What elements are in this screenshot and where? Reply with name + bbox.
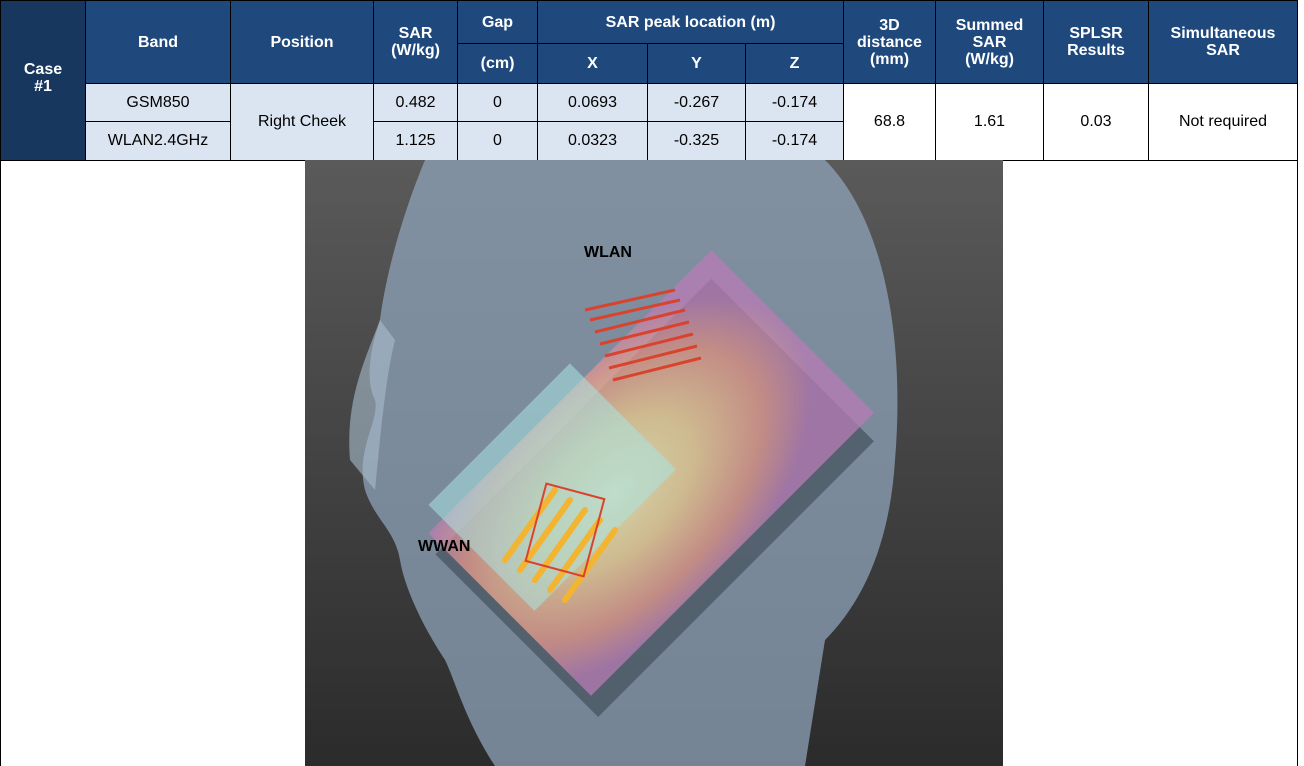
- header-cell: Gap: [457, 0, 538, 44]
- peak-x-value: 0.0693: [568, 93, 617, 111]
- cell: WLAN2.4GHz: [85, 121, 231, 161]
- header-cell: SAR peak location (m): [537, 0, 844, 44]
- peak-y-value: -0.325: [673, 132, 720, 149]
- distance-value: 68.8: [873, 113, 906, 130]
- cell: 0: [457, 121, 538, 161]
- cell: Not required: [1148, 83, 1298, 161]
- case-cell: Case #1: [0, 0, 86, 161]
- cell: 68.8: [843, 83, 936, 161]
- summed-sar-value: 1.61: [973, 113, 1006, 130]
- header-y: Y: [691, 55, 702, 72]
- sar-figure: [305, 160, 1003, 766]
- cell: 1.125: [373, 121, 458, 161]
- peak-z-value: -0.174: [771, 93, 818, 111]
- cell: -0.325: [647, 121, 746, 161]
- header-cell: X: [537, 43, 648, 84]
- cell: 0.482: [373, 83, 458, 122]
- header-cell: Summed SAR (W/kg): [935, 0, 1044, 84]
- position-value: Right Cheek: [257, 113, 347, 130]
- header-cell: SAR (W/kg): [373, 0, 458, 84]
- header-cell: Band: [85, 0, 231, 84]
- header-cell: Simultaneous SAR: [1148, 0, 1298, 84]
- header-cell: SPLSR Results: [1043, 0, 1149, 84]
- header-peak-location: SAR peak location (m): [605, 13, 776, 31]
- cell: -0.174: [745, 83, 844, 122]
- gap-value: 0: [493, 93, 502, 111]
- figure-cell: [0, 160, 1298, 766]
- header-cell: (cm): [457, 43, 538, 84]
- sar-value: 1.125: [395, 132, 436, 149]
- header-band: Band: [138, 33, 178, 51]
- gap-value: 0: [493, 132, 502, 149]
- peak-y-value: -0.267: [673, 93, 720, 111]
- header-simultaneous: Simultaneous SAR: [1170, 25, 1276, 59]
- header-distance: 3D distance (mm): [857, 16, 922, 68]
- header-position: Position: [270, 33, 334, 51]
- splsr-value: 0.03: [1080, 113, 1112, 130]
- wwan-label: WWAN: [418, 538, 471, 555]
- header-cell: Y: [647, 43, 746, 84]
- cell: 1.61: [935, 83, 1044, 161]
- header-x: X: [587, 55, 598, 72]
- cell: Right Cheek: [230, 83, 374, 161]
- header-cell: 3D distance (mm): [843, 0, 936, 84]
- simultaneous-value: Not required: [1178, 113, 1268, 130]
- band-value: WLAN2.4GHz: [107, 132, 209, 149]
- cell: GSM850: [85, 83, 231, 122]
- wlan-label: WLAN: [584, 244, 632, 261]
- cell: 0.0323: [537, 121, 648, 161]
- header-splsr: SPLSR Results: [1067, 25, 1125, 59]
- sar-value: 0.482: [395, 93, 436, 111]
- header-z: Z: [789, 55, 800, 72]
- band-value: GSM850: [126, 93, 190, 111]
- cell: 0.03: [1043, 83, 1149, 161]
- case-number: #1: [34, 78, 52, 95]
- header-cell: Position: [230, 0, 374, 84]
- cell: 0.0693: [537, 83, 648, 122]
- peak-x-value: 0.0323: [568, 132, 617, 149]
- header-cell: Z: [745, 43, 844, 84]
- header-gap: Gap: [481, 13, 514, 31]
- header-gap-unit: (cm): [480, 55, 515, 72]
- cell: -0.267: [647, 83, 746, 122]
- header-summed-sar: Summed SAR (W/kg): [955, 16, 1024, 68]
- cell: -0.174: [745, 121, 844, 161]
- header-sar: SAR (W/kg): [391, 25, 440, 59]
- cell: 0: [457, 83, 538, 122]
- peak-z-value: -0.174: [771, 132, 818, 149]
- case-label: Case: [23, 61, 63, 78]
